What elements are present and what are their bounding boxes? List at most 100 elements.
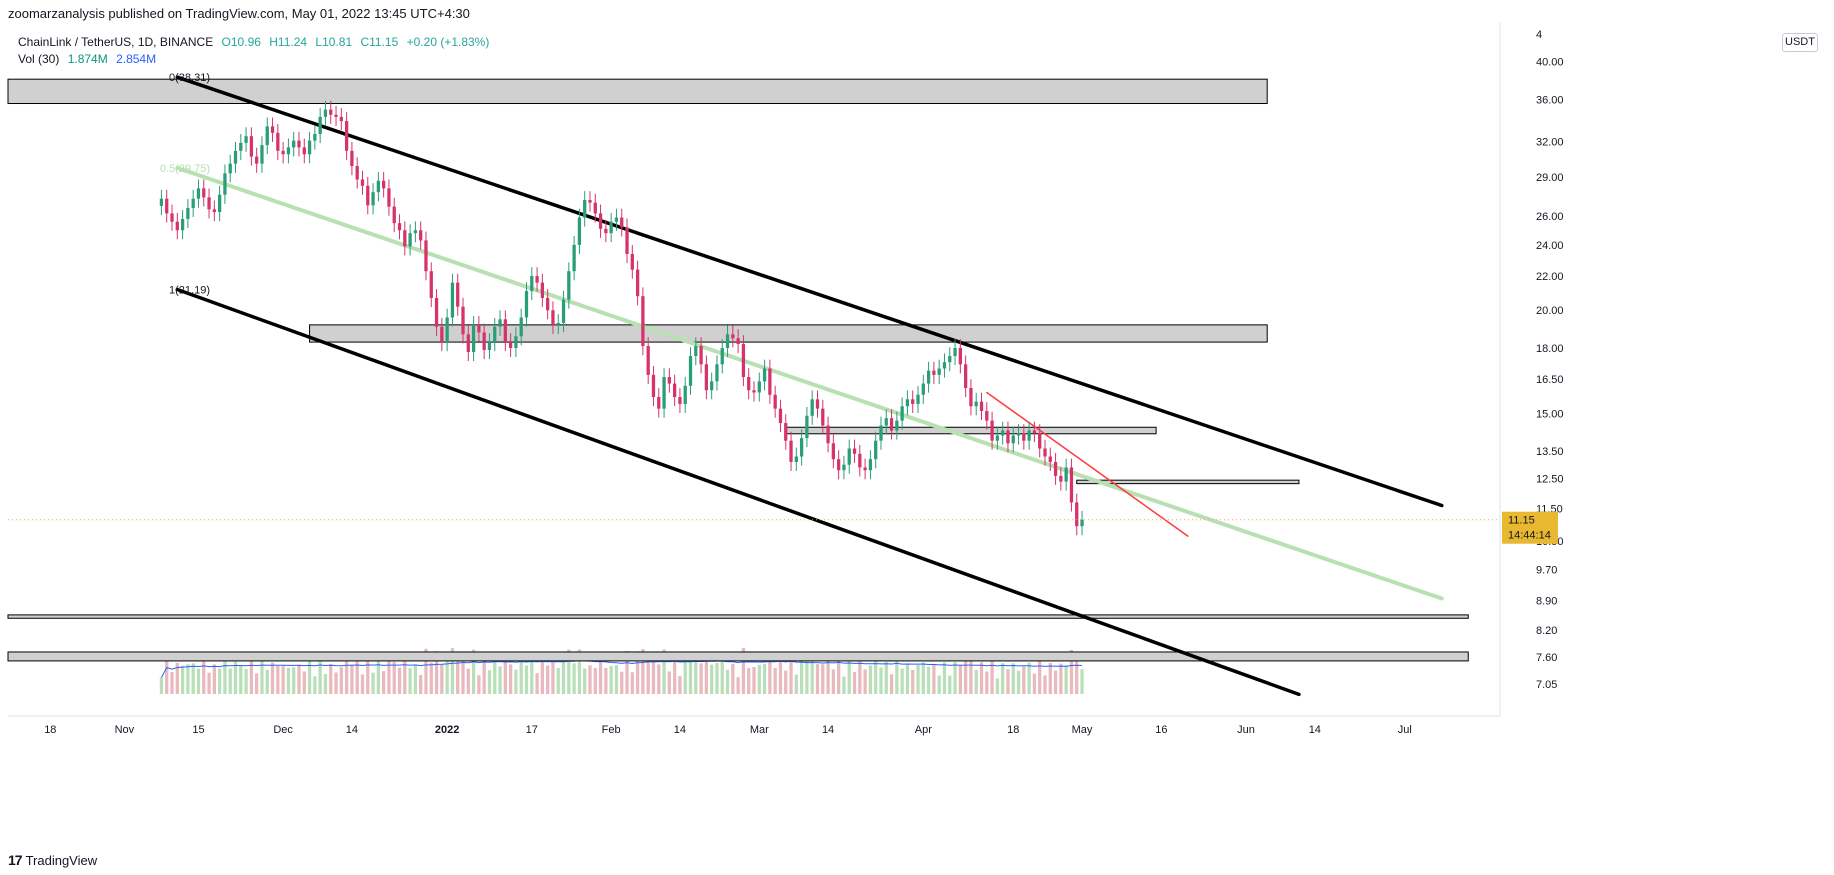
candle-body <box>471 324 476 353</box>
ohlc-row: ChainLink / TetherUS, 1D, BINANCE O10.96… <box>18 34 494 51</box>
candle-body <box>874 440 878 460</box>
volume-bar <box>646 651 650 694</box>
volume-bar <box>720 657 724 694</box>
volume-bar <box>397 667 402 694</box>
volume-bar <box>863 669 867 694</box>
volume-bar <box>741 647 746 694</box>
volume-bar <box>514 669 518 694</box>
candle-body <box>985 410 989 421</box>
candle-body <box>376 180 380 193</box>
volume-bar <box>530 657 534 694</box>
candle-body <box>630 253 634 270</box>
volume-bar <box>635 651 640 694</box>
volume-bar <box>1011 663 1015 694</box>
candle-body <box>657 397 661 409</box>
candle-body <box>323 109 328 117</box>
candle-body <box>450 282 455 318</box>
candle-body <box>487 342 492 351</box>
volume-label[interactable]: Vol (30) <box>18 52 60 66</box>
candle-body <box>683 385 687 404</box>
time-tick-label: Jun <box>1237 724 1255 736</box>
time-tick-label: Nov <box>115 724 135 736</box>
candle-body <box>519 317 523 337</box>
last-price-badge <box>1502 511 1558 544</box>
candle-body <box>334 114 338 117</box>
volume-bar <box>445 655 449 694</box>
volume-bar <box>170 672 174 694</box>
fib-level-label: 0.5(29.75) <box>160 163 210 175</box>
volume-bar <box>889 674 894 694</box>
candle-body <box>339 116 343 122</box>
candle-body <box>286 147 291 155</box>
volume-bar <box>1053 670 1058 694</box>
volume-bar <box>440 664 444 694</box>
candle-body <box>942 362 947 369</box>
candle-body <box>710 381 714 391</box>
candle-body <box>953 348 957 357</box>
candle-body <box>403 230 407 247</box>
volume-bar <box>292 667 296 694</box>
candle-body <box>1022 433 1026 441</box>
open-value: O10.96 <box>221 35 261 49</box>
volume-bar <box>688 660 693 694</box>
volume-bar <box>350 664 354 694</box>
volume-ma-line <box>160 659 1083 678</box>
volume-bar <box>572 663 576 694</box>
volume-bar <box>477 675 481 694</box>
candle-body <box>546 297 550 311</box>
time-tick-label: 17 <box>526 724 538 736</box>
volume-bar <box>842 676 846 694</box>
time-tick-label: Mar <box>750 724 769 736</box>
candle-body <box>445 317 449 343</box>
volume-bar <box>799 656 804 694</box>
symbol-label[interactable]: ChainLink / TetherUS, 1D, BINANCE <box>18 35 214 49</box>
candle-body <box>540 282 545 298</box>
currency-button[interactable]: USDT <box>1782 33 1818 52</box>
volume-value: 1.874M <box>67 52 108 66</box>
volume-bar <box>588 665 592 694</box>
fib-level-label: 1(21.19) <box>169 285 210 297</box>
time-axis[interactable]: 18 Nov 15 Dec 14 2022 17 Feb 14 Mar 14 Apr 18 May 16 Ju… <box>8 715 1500 736</box>
candle-body <box>837 459 841 471</box>
volume-bar <box>911 669 915 694</box>
volume-bar <box>376 659 380 694</box>
tradingview-logo-icon[interactable]: 17 <box>8 852 23 868</box>
volume-bar <box>672 658 677 694</box>
candle-body <box>995 435 1000 441</box>
channel-middle-line <box>175 165 1444 601</box>
candle-body <box>180 218 185 231</box>
candle-body <box>1064 467 1068 482</box>
candle-body <box>249 136 254 157</box>
candle-body <box>1001 430 1005 436</box>
candle-body <box>1032 430 1037 434</box>
candle-body <box>350 150 354 167</box>
tradingview-brand[interactable]: TradingView <box>25 852 98 868</box>
time-tick-label: 14 <box>346 724 358 736</box>
volume-bar <box>180 665 185 694</box>
volume-bar <box>429 662 433 694</box>
candles-layer <box>159 100 1084 536</box>
candle-body <box>667 377 671 384</box>
volume-bar <box>450 647 455 694</box>
volume-bar <box>175 662 179 694</box>
volume-bar <box>307 658 312 694</box>
candle-body <box>704 364 709 391</box>
candle-body <box>990 420 994 441</box>
candle-body <box>646 346 650 375</box>
candle-body <box>884 418 888 426</box>
time-tick-label: Apr <box>915 724 932 736</box>
volume-bar <box>815 664 820 694</box>
volume-bar <box>196 668 201 694</box>
price-tick-label: 29.00 <box>1536 172 1564 184</box>
volume-bar <box>794 674 798 694</box>
volume-bar <box>265 669 269 694</box>
candle-body <box>577 217 582 245</box>
candle-body <box>344 121 349 151</box>
candle-body <box>921 383 925 395</box>
candle-body <box>535 276 539 283</box>
candle-body <box>1043 448 1047 457</box>
volume-bar <box>165 657 169 694</box>
volume-bar <box>932 664 936 694</box>
price-axis[interactable]: 40.00 36.00 32.00 29.00 26.00 24.00 22.00 20.00… <box>1499 22 1564 716</box>
